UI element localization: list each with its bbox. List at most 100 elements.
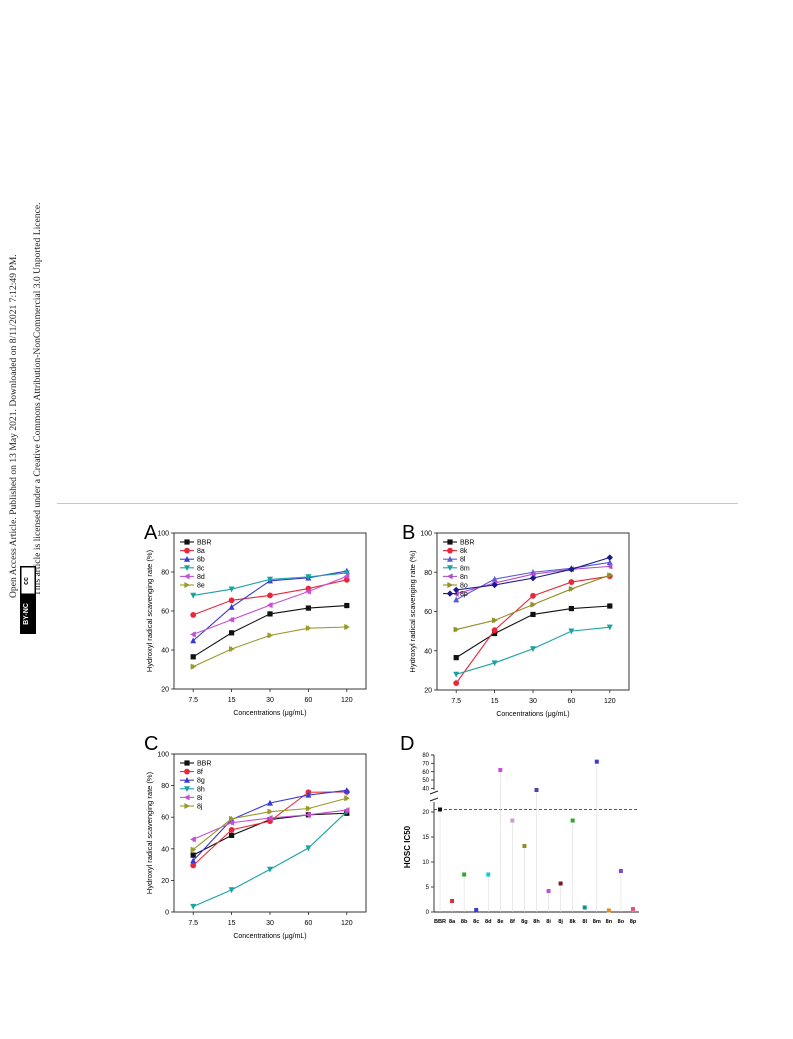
- data-point-8d: [343, 573, 350, 580]
- data-point-BBR: [344, 602, 350, 609]
- data-point-8d: [266, 602, 273, 609]
- panel-label-b: B: [402, 522, 415, 544]
- y-axis-label-a: Hydroxyl radical scavenging rate (%): [145, 549, 154, 672]
- data-point-8p: [606, 554, 613, 561]
- y-tick-label-d: 10: [422, 860, 429, 866]
- chart-panel-c: C 0 20 40 60 80 100 7.5 15 30 60 120 Concentrations…: [144, 733, 367, 940]
- legend-label-8a: 8a: [197, 548, 205, 555]
- legend-marker-8i: [183, 794, 190, 801]
- legend-label-BBR: BBR: [197, 540, 211, 547]
- legend-label-8e: 8e: [197, 583, 205, 590]
- x-tick-label-d: BBR: [434, 919, 446, 925]
- y-tick-label-d: 0: [426, 910, 430, 916]
- legend-label-8b: 8b: [197, 557, 205, 564]
- data-point-8l: [582, 905, 587, 910]
- legend-label-8l: 8l: [460, 557, 466, 564]
- panel-label-a: A: [144, 522, 158, 544]
- legend-label-8f: 8f: [197, 769, 203, 776]
- legend-marker-8k: [447, 547, 453, 554]
- legend-marker-8g: [184, 777, 190, 783]
- data-point-BBR: [305, 605, 311, 611]
- axis-break-bottom-d: [429, 797, 439, 802]
- y-tick-label-a: 40: [161, 648, 169, 655]
- data-point-8n: [606, 563, 613, 570]
- legend-marker-8e: [184, 582, 191, 588]
- data-point-8m: [568, 628, 575, 635]
- legend-marker-8h: [184, 786, 190, 792]
- data-point-8a: [228, 597, 235, 604]
- x-tick-label-d: 8g: [521, 919, 528, 925]
- data-point-8c: [474, 908, 479, 912]
- data-point-8j: [344, 795, 350, 802]
- data-point-8e: [498, 768, 503, 772]
- data-point-BBR: [190, 654, 196, 660]
- x-tick-label-b: 120: [604, 698, 616, 705]
- legend-label-8d: 8d: [197, 574, 205, 581]
- data-point-8g: [267, 799, 273, 806]
- y-tick-label-c: 40: [161, 846, 169, 853]
- data-point-BBR: [568, 605, 574, 612]
- y-axis-label-c: Hydroxyl radical scavenging rate (%): [145, 771, 154, 894]
- data-point-8i: [190, 836, 196, 843]
- data-point-8i: [343, 807, 350, 814]
- x-tick-label-a: 30: [266, 697, 274, 704]
- data-point-8c: [228, 586, 235, 593]
- data-point-8h: [267, 866, 273, 873]
- x-tick-label-a: 60: [305, 697, 313, 704]
- x-tick-label-d: 8c: [473, 919, 479, 925]
- cc-license-badge: cc BY-NC: [20, 566, 36, 634]
- data-point-8i: [228, 819, 235, 826]
- y-tick-label-a: 20: [161, 687, 169, 694]
- legend-label-8p: 8p: [460, 591, 468, 598]
- y-tick-label-a: 100: [157, 531, 169, 538]
- y-tick-label-b: 100: [420, 531, 432, 538]
- data-point-8b: [228, 603, 235, 610]
- x-tick-label-a: 7.5: [188, 697, 198, 704]
- legend-marker-8l: [447, 556, 453, 562]
- y-tick-label-c: 80: [161, 783, 169, 790]
- legend-marker-8n: [446, 573, 453, 580]
- y-tick-label-d: 5: [426, 885, 430, 891]
- data-point-8d: [190, 631, 196, 638]
- data-point-8k: [570, 818, 575, 823]
- data-point-8g: [190, 857, 197, 864]
- x-tick-label-d: 8l: [582, 919, 587, 925]
- data-point-8k: [530, 592, 536, 599]
- x-tick-label-d: 8b: [461, 919, 468, 925]
- data-point-8m: [453, 671, 460, 678]
- data-point-BBR: [453, 655, 459, 661]
- y-tick-label-d: 80: [422, 753, 429, 759]
- x-tick-label-a: 15: [228, 697, 236, 704]
- x-tick-label-c: 60: [305, 920, 313, 927]
- plot-area-b: 20 40 60 80 100 7.5 15 30 60 120 Concentrations (μ…: [408, 531, 630, 718]
- legend-marker-BBR: [184, 539, 190, 545]
- legend-marker-8p: [446, 590, 454, 597]
- data-point-8o: [492, 617, 498, 624]
- data-point-BBR: [190, 852, 196, 858]
- legend-label-BBR: BBR: [197, 761, 211, 768]
- y-tick-label-d: 15: [422, 835, 429, 841]
- legend-marker-BBR: [184, 760, 190, 766]
- data-point-8j: [229, 815, 235, 822]
- y-tick-label-a: 80: [161, 570, 169, 577]
- legend-marker-8o: [447, 582, 454, 588]
- series-line-8c: [193, 572, 347, 596]
- y-tick-label-d: 20: [422, 810, 429, 816]
- data-point-8a: [267, 592, 273, 599]
- x-tick-label-d: 8p: [630, 919, 637, 925]
- data-point-8d: [228, 616, 235, 623]
- legend-label-8k: 8k: [460, 548, 468, 555]
- data-point-8o: [568, 585, 575, 592]
- chart-panel-a: A 20 40 60 80 100 7.5 15 30 60 120 Concentrations …: [144, 522, 367, 717]
- data-point-BBR: [267, 611, 273, 617]
- legend-marker-8d: [183, 573, 190, 580]
- data-point-BBR: [530, 611, 536, 618]
- y-tick-label-c: 20: [161, 878, 169, 885]
- x-tick-label-b: 7.5: [451, 698, 461, 705]
- legend-marker-8m: [447, 565, 453, 571]
- x-axis-label-b: Concentrations (μg/mL): [496, 711, 569, 718]
- data-point-8p: [491, 581, 498, 589]
- y-tick-label-b: 20: [424, 688, 432, 695]
- x-tick-label-d: 8a: [449, 919, 456, 925]
- legend-label-8g: 8g: [197, 778, 205, 785]
